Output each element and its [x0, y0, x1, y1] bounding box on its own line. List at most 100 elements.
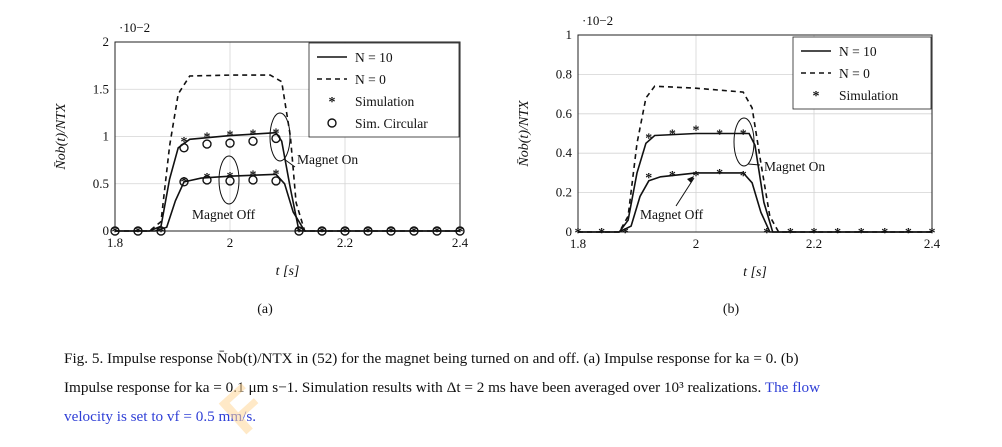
magnet-on-leader: [747, 163, 761, 166]
y-axis-label: N̄ob(t)/NTX: [54, 103, 69, 171]
x-tick-label: 1.8: [570, 236, 586, 251]
y-tick-label: 0.8: [556, 66, 572, 81]
simulation-marker: *: [434, 225, 441, 240]
simulation-marker: *: [881, 226, 888, 241]
series-line: [115, 74, 460, 232]
simulation-marker: *: [296, 225, 303, 240]
simulation-marker: *: [858, 226, 865, 241]
simulation-marker: *: [669, 128, 676, 143]
magnet-on-leader: [283, 158, 296, 168]
sim-circular-marker: [225, 138, 235, 148]
x-tick-label: 1.8: [107, 235, 123, 250]
chart-panel-a: 1.8 2 2.2 2.4 0 0.5 1 1.5 2 ·10−2 t [s] N̄ob(t)/NTX…: [54, 20, 469, 317]
simulation-marker: *: [227, 129, 234, 144]
magnet-off-arrowhead: [687, 176, 694, 183]
y-tick-label: 0: [103, 223, 110, 238]
legend-swatch-asterisk: *: [813, 89, 820, 104]
x-tick-label: 2.2: [337, 235, 353, 250]
legend-label: N = 0: [839, 66, 870, 81]
simulation-marker: *: [250, 128, 257, 143]
simulation-marker: *: [693, 169, 700, 184]
magnet-on-ellipse: [733, 117, 755, 167]
y-tick-label: 1.5: [93, 81, 109, 96]
sim-circular-marker: [386, 226, 396, 236]
legend-swatch-asterisk: *: [329, 95, 336, 110]
simulation-marker: *: [811, 226, 818, 241]
magnet-off-label: Magnet Off: [640, 207, 704, 222]
simulation-marker: *: [763, 226, 770, 241]
magnet-on-ellipse: [269, 112, 291, 162]
sim-circular-marker: [156, 226, 166, 236]
sim-circular-marker: [340, 226, 350, 236]
simulation-marker: *: [740, 128, 747, 143]
y-tick-label: 0.4: [556, 145, 573, 160]
simulation-marker: *: [645, 131, 652, 146]
simulation-marker: *: [693, 124, 700, 139]
legend-label: Simulation: [355, 94, 415, 109]
legend-box: [792, 36, 932, 110]
simulation-marker: *: [112, 225, 119, 240]
simulation-marker: *: [204, 131, 211, 146]
magnet-off-label: Magnet Off: [192, 207, 256, 222]
y-multiplier: ·10−2: [119, 20, 150, 35]
x-tick-label: 2.4: [924, 236, 941, 251]
caption-line-2: Impulse response for ka = 0.1 μm s−1. Si…: [64, 379, 762, 396]
simulation-marker: *: [905, 226, 912, 241]
series-line: [115, 173, 460, 232]
simulation-marker: *: [787, 226, 794, 241]
simulation-marker: *: [204, 171, 211, 186]
sim-circular-marker: [202, 175, 212, 185]
sim-circular-marker: [179, 143, 189, 153]
y-tick-label: 0: [566, 224, 573, 239]
sim-circular-marker: [294, 226, 304, 236]
simulation-marker: *: [622, 226, 629, 241]
y-multiplier: ·10−2: [582, 13, 613, 28]
figure: 1.8 2 2.2 2.4 0 0.5 1 1.5 2 ·10−2 t [s] N̄ob(t)/NTX…: [54, 13, 941, 317]
simulation-marker: *: [181, 135, 188, 150]
panel-label: (b): [723, 302, 740, 317]
caption-fig-label: Fig. 5.: [64, 350, 104, 367]
simulation-marker: *: [342, 225, 349, 240]
simulation-marker: *: [457, 225, 464, 240]
simulation-marker: *: [158, 225, 165, 240]
simulation-marker: *: [365, 225, 372, 240]
sim-circular-marker: [432, 226, 442, 236]
sim-circular-marker: [179, 177, 189, 187]
simulation-marker: *: [716, 167, 723, 182]
simulation-marker: *: [319, 225, 326, 240]
simulation-marker: *: [598, 226, 605, 241]
simulation-marker: *: [273, 167, 280, 182]
x-tick-label: 2: [227, 235, 234, 250]
sim-circular-marker: [202, 139, 212, 149]
series-line: [578, 172, 932, 233]
series-line: [578, 85, 932, 233]
simulation-marker: *: [834, 226, 841, 241]
plot-frame: [577, 34, 933, 233]
y-tick-label: 0.6: [556, 106, 573, 121]
magnet-off-ellipse: [218, 155, 240, 205]
y-tick-label: 0.2: [556, 185, 572, 200]
y-tick-label: 1: [566, 27, 573, 42]
x-tick-label: 2.4: [452, 235, 469, 250]
sim-circular-marker: [248, 175, 258, 185]
legend-swatch-circle: [327, 118, 337, 128]
panel-label: (a): [257, 302, 273, 317]
sim-circular-marker: [110, 226, 120, 236]
sim-circular-marker: [133, 226, 143, 236]
sim-circular-marker: [317, 226, 327, 236]
simulation-marker: *: [669, 169, 676, 184]
simulation-marker: *: [740, 169, 747, 184]
simulation-marker: *: [716, 128, 723, 143]
simulation-marker: *: [388, 225, 395, 240]
series-line: [578, 132, 932, 233]
simulation-marker: *: [181, 175, 188, 190]
y-axis-label: N̄ob(t)/NTX: [517, 100, 532, 168]
caption-line-1: Impulse response N̄ob(t)/NTX in (52) for…: [107, 350, 799, 367]
x-axis-label: t [s]: [743, 265, 767, 280]
x-tick-label: 2: [693, 236, 700, 251]
legend-label: N = 10: [839, 44, 877, 59]
simulation-marker: *: [227, 170, 234, 185]
legend-label: Sim. Circular: [355, 116, 428, 131]
legend-label: N = 10: [355, 50, 393, 65]
plot-frame: [114, 41, 461, 232]
